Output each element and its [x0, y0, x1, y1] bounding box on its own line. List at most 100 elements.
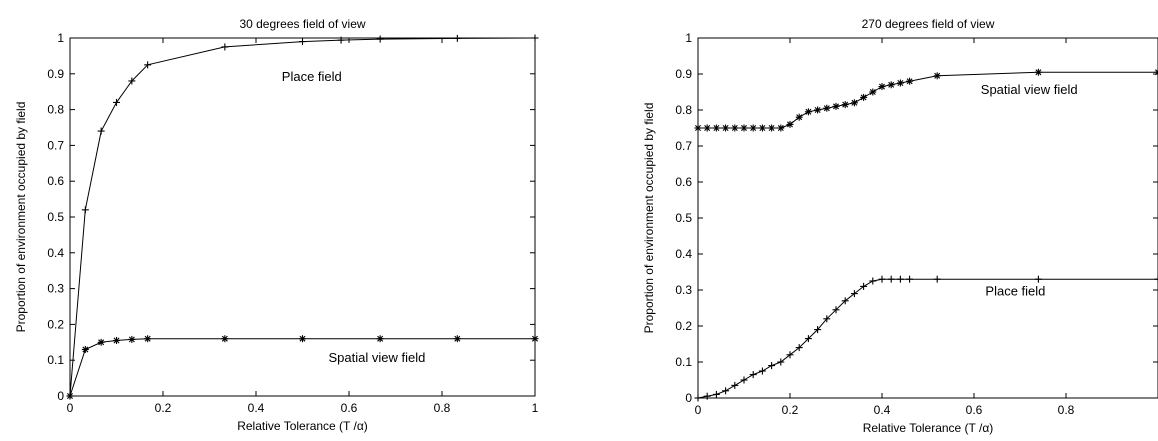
data-point [832, 102, 840, 110]
annotation-label: Place field [282, 69, 342, 84]
y-tick-label: 0.3 [47, 282, 64, 296]
data-point [531, 335, 539, 343]
x-tick-label: 0 [695, 403, 702, 417]
data-point [878, 275, 886, 283]
data-point [128, 77, 136, 85]
x-tick-label: 0.8 [1058, 403, 1075, 417]
data-point [814, 326, 822, 334]
data-point [144, 61, 152, 69]
data-point [795, 113, 803, 121]
data-point [887, 275, 895, 283]
y-tick-label: 0.6 [675, 175, 692, 189]
data-point [221, 43, 229, 51]
data-point [299, 38, 306, 46]
data-point [722, 124, 730, 132]
data-point [933, 72, 941, 80]
data-point [144, 335, 152, 343]
annotation-label: Spatial view field [981, 82, 1078, 97]
data-point [777, 124, 785, 132]
y-tick-label: 0 [685, 391, 692, 405]
data-point [841, 101, 849, 109]
data-point [453, 335, 461, 343]
x-tick-label: 0.4 [874, 403, 891, 417]
data-point [740, 376, 748, 384]
data-point [786, 120, 794, 128]
y-tick-label: 0.9 [675, 67, 692, 81]
series-spatial-view-field [66, 335, 539, 400]
annotation-label: Place field [985, 283, 1045, 298]
data-point [97, 127, 105, 135]
data-point [869, 277, 877, 285]
series-line [69, 37, 536, 397]
data-point [804, 335, 812, 343]
series-place-field [66, 34, 539, 400]
series-line [69, 338, 535, 397]
data-point [786, 351, 794, 359]
data-point [850, 290, 858, 298]
x-tick-label: 0.4 [248, 401, 265, 415]
y-tick-label: 0.1 [47, 353, 64, 367]
data-point [869, 88, 877, 96]
data-point [804, 108, 812, 116]
data-point [896, 79, 904, 87]
annotation-label: Spatial view field [328, 350, 425, 365]
data-point [66, 392, 74, 400]
data-point [731, 124, 739, 132]
series-spatial-view-field [694, 68, 1158, 132]
data-point [906, 275, 914, 283]
x-tick-label: 0.6 [341, 401, 358, 415]
data-point [731, 381, 739, 389]
y-tick-label: 0.1 [675, 355, 692, 369]
data-point [376, 35, 384, 43]
data-point [850, 99, 858, 107]
y-tick-label: 0.6 [47, 174, 64, 188]
y-tick-label: 0.4 [47, 246, 64, 260]
y-tick-label: 0.8 [47, 103, 64, 117]
data-point [823, 315, 831, 323]
series-line [698, 71, 1158, 129]
x-tick-label: 0.2 [782, 403, 799, 417]
y-tick-label: 0.5 [675, 211, 692, 225]
chart-title: 30 degrees field of view [239, 17, 365, 31]
y-tick-label: 0.2 [675, 319, 692, 333]
y-tick-label: 0.7 [675, 139, 692, 153]
data-point [712, 124, 720, 132]
chart-panel-270deg: 270 degrees field of view Relative Tolera… [642, 17, 1158, 435]
data-point [376, 335, 384, 343]
data-point [722, 387, 730, 395]
data-point [768, 124, 776, 132]
data-point [749, 371, 757, 379]
data-point [814, 106, 822, 114]
y-axis-label: Proportion of environment occupied by fi… [642, 103, 656, 334]
data-point [832, 306, 840, 314]
data-point [749, 124, 757, 132]
data-point [113, 98, 120, 106]
chart-panel-30deg: 30 degrees field of view Relative Toleran… [14, 17, 539, 433]
x-tick-label: 0.2 [155, 401, 172, 415]
data-point [703, 392, 711, 400]
y-tick-label: 0 [57, 389, 64, 403]
data-point [860, 282, 868, 290]
x-tick-label: 1 [532, 401, 539, 415]
data-point [113, 337, 120, 345]
x-axis-label: Relative Tolerance (T /α) [237, 419, 368, 433]
data-point [768, 362, 776, 370]
y-tick-label: 1 [57, 31, 64, 45]
data-point [795, 344, 803, 352]
x-tick-label: 0 [67, 401, 74, 415]
data-point [933, 275, 941, 283]
data-point [694, 394, 702, 402]
y-tick-label: 0.5 [47, 210, 64, 224]
data-point [841, 297, 849, 305]
data-point [1154, 68, 1158, 76]
data-point [896, 275, 904, 283]
data-point [1154, 275, 1158, 283]
data-point [694, 124, 702, 132]
data-point [337, 36, 345, 44]
plot-frame [69, 37, 536, 397]
y-tick-label: 0.8 [675, 103, 692, 117]
data-point [221, 335, 229, 343]
y-tick-label: 0.4 [675, 247, 692, 261]
y-axis-label: Proportion of environment occupied by fi… [14, 102, 28, 333]
